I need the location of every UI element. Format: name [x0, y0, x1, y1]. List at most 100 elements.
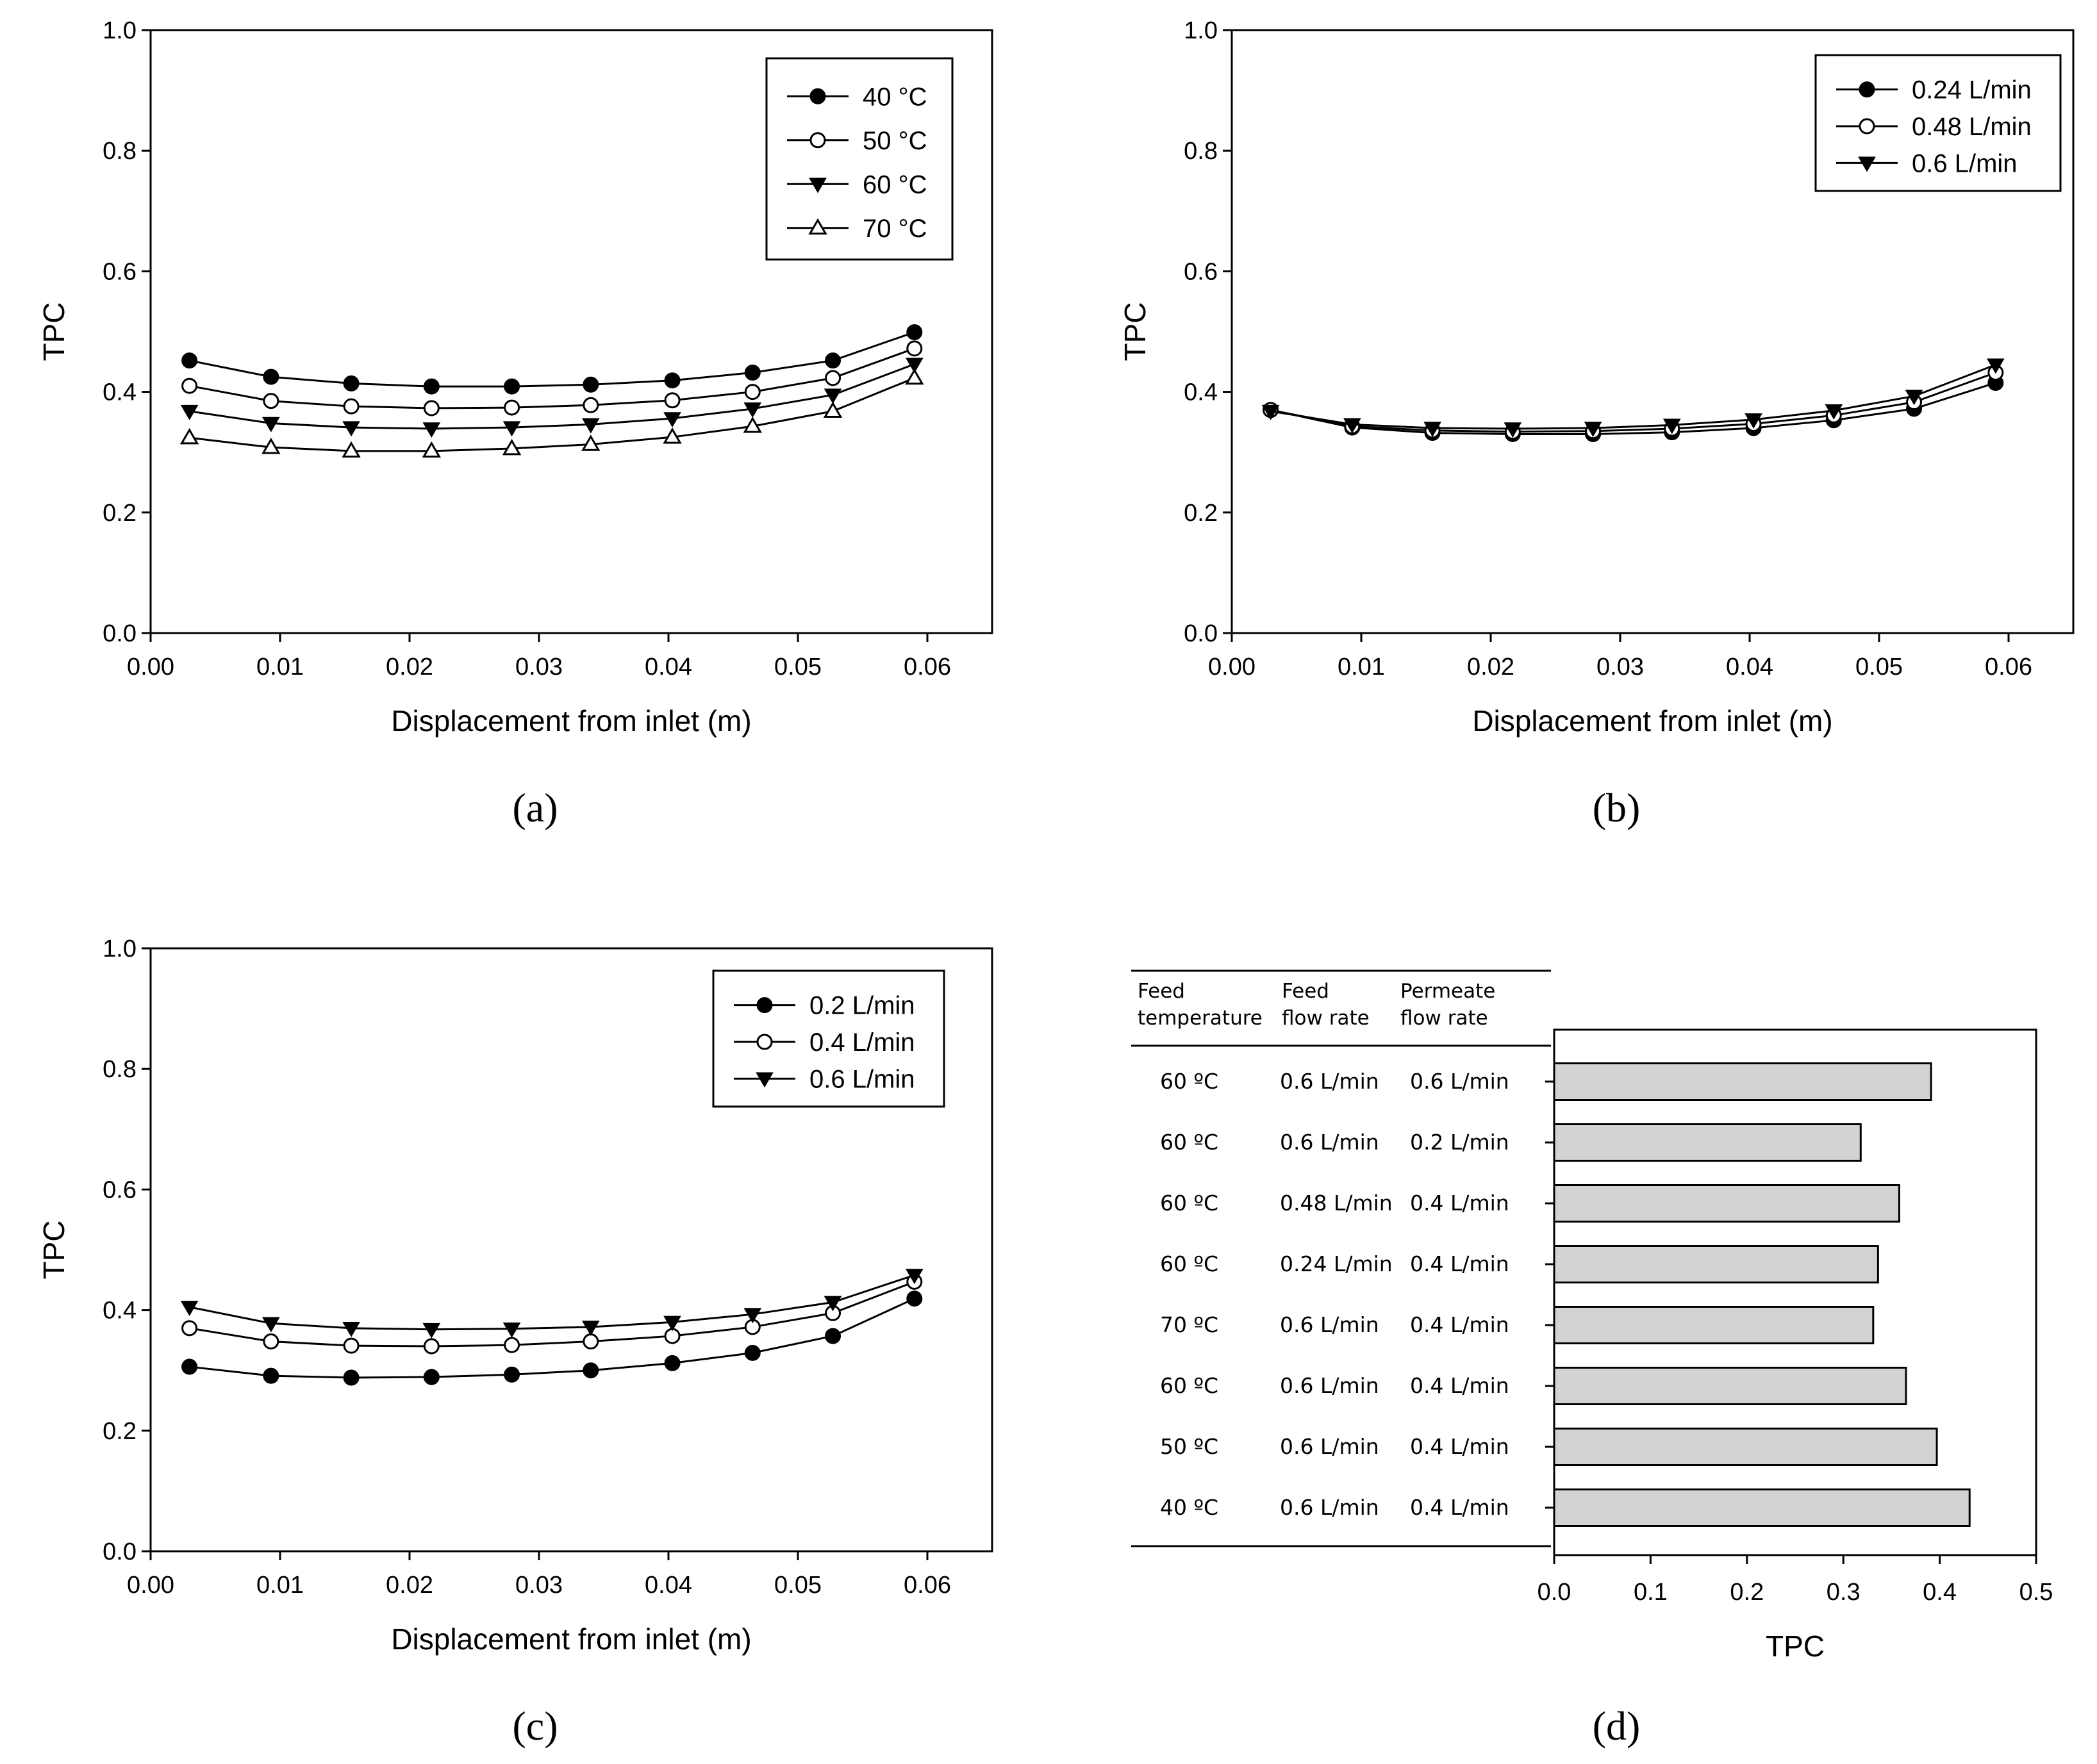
panel-label: (d)	[1593, 1703, 1641, 1749]
table-row: 60 ºC 0.6 L/min 0.2 L/min	[1160, 1123, 1862, 1162]
data-point	[502, 421, 521, 437]
x-tick-label: 0.00	[127, 654, 174, 680]
series-3	[179, 368, 924, 458]
legend-label: 0.2 L/min	[809, 992, 915, 1020]
legend-marker	[809, 177, 827, 194]
y-tick-label: 0.6	[103, 1176, 137, 1203]
table-header: flow rate	[1282, 1007, 1370, 1030]
table-header: temperature	[1138, 1007, 1263, 1030]
series-2	[1261, 358, 2005, 438]
legend-marker	[1859, 81, 1875, 98]
data-point	[262, 416, 280, 433]
data-point	[905, 358, 924, 374]
legend-marker	[808, 218, 827, 235]
data-point	[1905, 390, 1923, 406]
series-line	[189, 331, 915, 388]
series-1	[1263, 364, 2004, 440]
table-header: Feed	[1282, 980, 1329, 1003]
x-tick-label: 0.5	[2019, 1579, 2053, 1606]
legend-marker	[809, 132, 826, 149]
series-line	[1270, 372, 1996, 433]
data-point	[583, 397, 599, 413]
y-tick-label: 1.0	[103, 936, 137, 962]
y-tick-label: 0.8	[103, 1056, 137, 1083]
data-point	[423, 1369, 440, 1385]
data-point	[581, 1321, 600, 1337]
bar	[1553, 1123, 1862, 1162]
x-tick-label: 0.00	[127, 1572, 174, 1599]
x-tick-label: 0.04	[1726, 654, 1773, 680]
legend: 40 °C 50 °C 60 °C 70 °C	[765, 57, 954, 261]
data-point	[1825, 404, 1843, 420]
feed-temperature-cell: 50 ºC	[1160, 1434, 1218, 1459]
data-point	[181, 1358, 198, 1375]
legend-label: 0.24 L/min	[1912, 76, 2032, 104]
table-header: Feed	[1138, 980, 1185, 1003]
data-point	[906, 324, 923, 340]
data-point	[581, 434, 601, 451]
data-point	[504, 1366, 520, 1383]
table-row: 60 ºC 0.24 L/min 0.4 L/min	[1160, 1245, 1879, 1283]
permeate-flow-rate-cell: 0.4 L/min	[1410, 1373, 1509, 1398]
data-point	[743, 1308, 762, 1324]
data-point	[581, 418, 600, 434]
data-point	[343, 1337, 360, 1354]
data-point	[180, 1301, 199, 1316]
data-point	[343, 1369, 360, 1386]
y-axis-title: TPC	[1118, 302, 1152, 361]
feed-temperature-cell: 60 ºC	[1160, 1130, 1218, 1155]
x-tick-label: 0.02	[386, 654, 433, 680]
y-tick-label: 0.4	[103, 1298, 137, 1324]
data-point	[744, 384, 761, 400]
legend-label: 70 °C	[863, 215, 927, 243]
chart-a: 0.0 0.2 0.4 0.6 0.8 1.0 0.00 0.01 0.02 0.03 0.04 0.…	[37, 17, 993, 830]
x-axis-title: Displacement from inlet (m)	[391, 704, 751, 738]
data-point	[825, 370, 841, 386]
data-point	[422, 1323, 441, 1339]
legend-marker	[756, 1072, 774, 1088]
data-point	[343, 398, 360, 415]
legend-box	[712, 969, 945, 1108]
y-tick-label: 1.0	[103, 17, 137, 44]
data-point	[743, 416, 763, 433]
plot-frame	[149, 947, 993, 1553]
series-1	[181, 340, 923, 416]
permeate-flow-rate-cell: 0.4 L/min	[1410, 1434, 1509, 1459]
data-point	[664, 1355, 681, 1371]
data-point	[181, 352, 198, 369]
x-tick-label: 0.01	[256, 654, 304, 680]
data-point	[263, 1333, 279, 1350]
data-point	[905, 1269, 924, 1285]
table-header: flow rate	[1400, 1007, 1488, 1030]
x-tick-label: 0.05	[1855, 654, 1903, 680]
feed-flow-rate-cell: 0.24 L/min	[1280, 1251, 1393, 1276]
feed-flow-rate-cell: 0.6 L/min	[1280, 1373, 1379, 1398]
data-point	[262, 1317, 280, 1333]
table-row: 40 ºC 0.6 L/min 0.4 L/min	[1160, 1488, 1971, 1527]
data-point	[1343, 418, 1361, 434]
y-tick-label: 0.2	[1184, 500, 1218, 527]
permeate-flow-rate-cell: 0.4 L/min	[1410, 1312, 1509, 1337]
chart-b: 0.0 0.2 0.4 0.6 0.8 1.0 0.00 0.01 0.02 0.03 0.04 0.…	[1118, 17, 2075, 830]
data-point	[181, 1320, 198, 1337]
data-point	[744, 1344, 761, 1361]
x-tick-label: 0.02	[386, 1572, 433, 1599]
series-line	[189, 377, 915, 452]
y-tick-label: 0.8	[1184, 138, 1218, 165]
feed-temperature-cell: 70 ºC	[1160, 1312, 1218, 1337]
data-point	[1423, 422, 1441, 438]
table-row: 60 ºC 0.6 L/min 0.4 L/min	[1160, 1367, 1907, 1405]
data-point	[824, 388, 842, 404]
series-line	[189, 347, 915, 409]
feed-temperature-cell: 60 ºC	[1160, 1251, 1218, 1276]
table-row: 60 ºC 0.48 L/min 0.4 L/min	[1160, 1184, 1900, 1223]
bar	[1553, 1184, 1900, 1223]
bar	[1553, 1245, 1879, 1283]
data-point	[743, 402, 762, 418]
feed-flow-rate-cell: 0.6 L/min	[1280, 1434, 1379, 1459]
data-point	[423, 400, 440, 416]
y-tick-label: 0.4	[103, 379, 137, 406]
table-header: Permeate	[1400, 980, 1495, 1003]
data-point	[825, 352, 841, 369]
feed-temperature-cell: 60 ºC	[1160, 1373, 1218, 1398]
